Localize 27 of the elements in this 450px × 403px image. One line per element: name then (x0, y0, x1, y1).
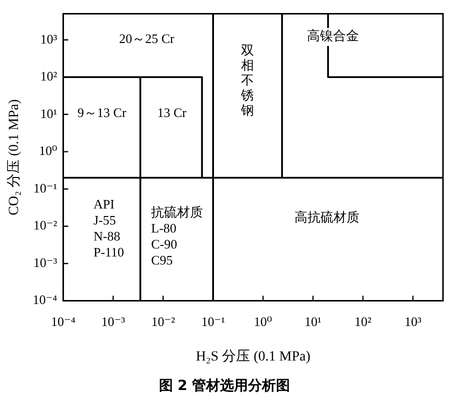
x-tick-label: 10⁻³ (101, 314, 126, 330)
y-tick-label: 10³ (40, 31, 58, 46)
x-tick-label: 10⁻⁴ (50, 314, 76, 330)
y-tick-label: 10⁻³ (33, 254, 58, 270)
x-axis-title: H₂S 分压 (0.1 MPa) (196, 348, 311, 364)
x-tick-label: 10⁻¹ (201, 314, 226, 330)
y-tick-label: 10¹ (40, 106, 58, 121)
x-tick-label: 10⁻² (151, 314, 176, 330)
y-tick-label: 10⁻² (33, 218, 58, 233)
annotation: 抗硫材质 L-80 C-90 C95 (151, 204, 204, 268)
y-tick-label: 10⁻¹ (33, 180, 58, 196)
x-tick-label: 10² (354, 314, 372, 330)
y-tick-label: 10² (40, 68, 58, 84)
x-tick-label: 10³ (404, 314, 422, 330)
y-tick-label: 10⁻⁴ (32, 292, 58, 308)
x-tick-label: 10⁰ (254, 314, 272, 330)
annotation: 高镍合金 (306, 28, 359, 43)
annotation: 高抗硫材质 (294, 209, 360, 224)
annotation: API J-55 N-88 P-110 (93, 196, 124, 260)
text: 图 2 管材选用分析图 (158, 378, 290, 394)
y-tick-label: 10⁰ (38, 143, 58, 158)
y-axis-title: CO₂ 分压 (0.1 MPa) (6, 98, 22, 216)
x-tick-label: 10¹ (304, 314, 322, 330)
annotation: 20～25 Cr (119, 31, 176, 46)
annotation: 9～13 Cr (78, 105, 127, 120)
annotation: 双相不锈钢 (240, 42, 254, 118)
annotation: 13 Cr (157, 105, 188, 120)
